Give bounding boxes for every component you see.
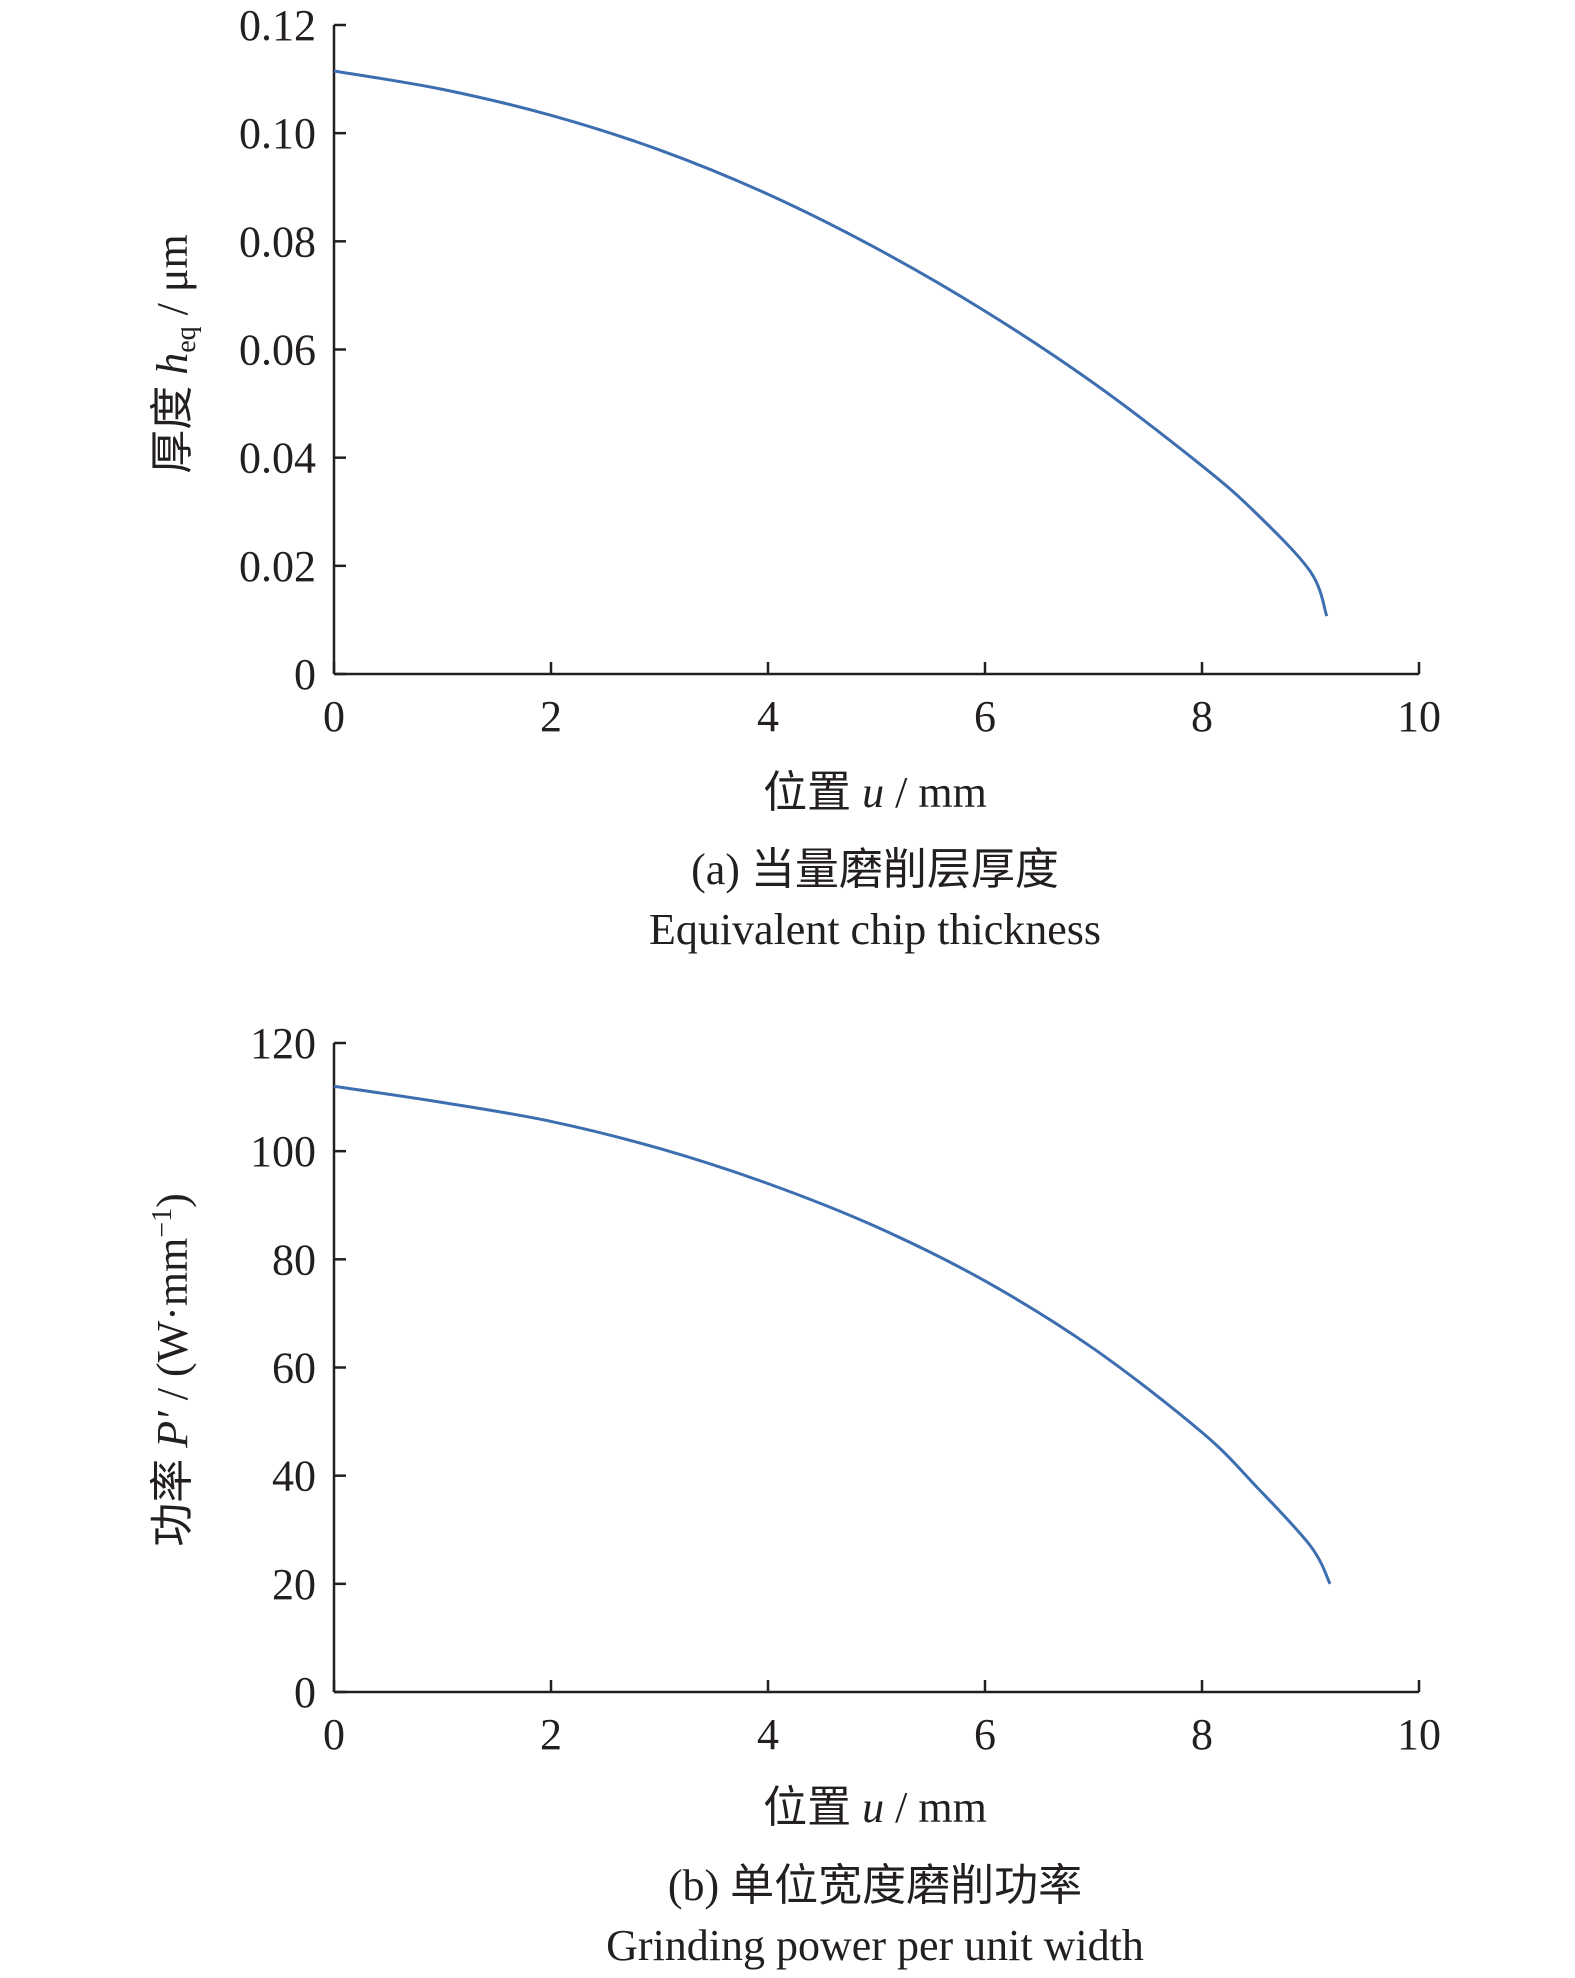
x-tick-label: 0 xyxy=(323,1710,345,1759)
x-tick-label: 10 xyxy=(1397,692,1441,741)
y-tick-label: 0.04 xyxy=(239,434,316,483)
x-tick-label: 4 xyxy=(757,1710,779,1759)
x-tick-label: 8 xyxy=(1191,692,1213,741)
panel-a-tick-labels: 0 2 4 6 8 10 0 0.02 0.04 0.06 0.08 0.10 0.12 xyxy=(239,1,1441,741)
y-tick-label: 120 xyxy=(250,1019,316,1068)
y-tick-label: 100 xyxy=(250,1127,316,1176)
panel-a-chart: 0 2 4 6 8 10 0 0.02 0.04 0.06 0.08 0.10 0.12 位置 u / … xyxy=(148,1,1441,954)
panel-b-caption-en: Grinding power per unit width xyxy=(606,1921,1144,1970)
x-tick-label: 2 xyxy=(540,1710,562,1759)
y-tick-label: 20 xyxy=(272,1560,316,1609)
y-tick-label: 0.02 xyxy=(239,542,316,591)
x-tick-label: 8 xyxy=(1191,1710,1213,1759)
y-tick-label: 40 xyxy=(272,1452,316,1501)
x-tick-label: 4 xyxy=(757,692,779,741)
panel-b-ticks xyxy=(332,1041,1421,1694)
y-tick-label: 80 xyxy=(272,1235,316,1284)
panel-a-ticks xyxy=(332,23,1421,676)
y-tick-label: 0.06 xyxy=(239,326,316,375)
x-tick-label: 2 xyxy=(540,692,562,741)
x-tick-label: 10 xyxy=(1397,1710,1441,1759)
panel-a-caption-en: Equivalent chip thickness xyxy=(649,905,1101,954)
y-tick-label: 0.08 xyxy=(239,217,316,266)
panel-b-x-axis-title: 位置 u / mm xyxy=(763,1783,987,1832)
y-tick-label: 0.12 xyxy=(239,1,316,50)
x-tick-label: 0 xyxy=(323,692,345,741)
x-tick-label: 6 xyxy=(974,1710,996,1759)
y-tick-label: 0 xyxy=(294,1668,316,1717)
y-tick-label: 60 xyxy=(272,1344,316,1393)
panel-a-caption-cn: (a) 当量磨削层厚度 xyxy=(691,845,1059,894)
panel-b-caption-cn: (b) 单位宽度磨削功率 xyxy=(668,1861,1082,1910)
y-tick-label: 0 xyxy=(294,650,316,699)
panel-b-y-axis-title: 功率 P′ / (W·mm−1) xyxy=(147,1193,197,1546)
panel-a-x-axis-title: 位置 u / mm xyxy=(763,768,987,817)
panel-b-series-line xyxy=(333,1084,1332,1585)
x-tick-label: 6 xyxy=(974,692,996,741)
panel-a-series-line xyxy=(333,69,1329,617)
panel-a-y-axis-title: 厚度 heq / μm xyxy=(148,234,202,473)
y-tick-label: 0.10 xyxy=(239,109,316,158)
